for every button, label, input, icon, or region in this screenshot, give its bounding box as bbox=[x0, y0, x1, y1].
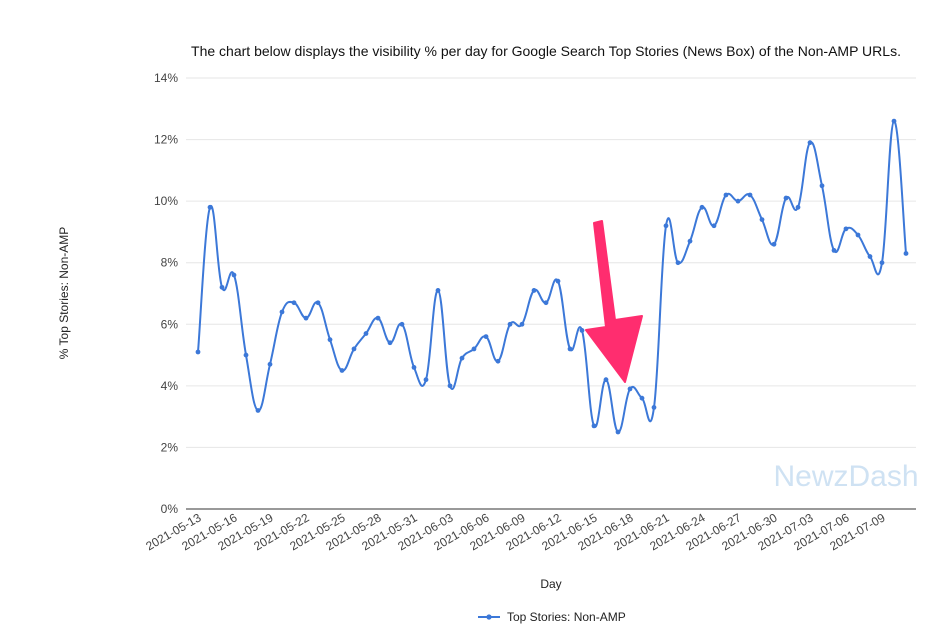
y-tick-label: 12% bbox=[154, 133, 178, 147]
data-point[interactable] bbox=[351, 346, 357, 352]
legend-marker-icon bbox=[486, 614, 492, 620]
legend-label: Top Stories: Non-AMP bbox=[507, 610, 626, 624]
data-point[interactable] bbox=[543, 300, 549, 306]
data-point[interactable] bbox=[855, 232, 861, 238]
y-axis-ticks: 0% 2% 4% 6% 8% 10% 12% 14% bbox=[154, 71, 178, 516]
data-point[interactable] bbox=[567, 346, 573, 352]
data-point[interactable] bbox=[315, 300, 321, 306]
data-point[interactable] bbox=[807, 140, 813, 146]
data-point[interactable] bbox=[795, 204, 801, 210]
data-point[interactable] bbox=[603, 377, 609, 383]
data-point[interactable] bbox=[591, 423, 597, 429]
data-point[interactable] bbox=[819, 183, 825, 189]
data-point[interactable] bbox=[687, 238, 693, 244]
y-tick-label: 4% bbox=[161, 379, 179, 393]
data-point[interactable] bbox=[759, 217, 765, 223]
data-point[interactable] bbox=[651, 405, 657, 410]
data-point[interactable] bbox=[483, 334, 489, 339]
data-point[interactable] bbox=[879, 260, 885, 266]
data-point[interactable] bbox=[363, 331, 369, 336]
data-point[interactable] bbox=[411, 364, 417, 370]
data-point[interactable] bbox=[291, 300, 297, 306]
data-point[interactable] bbox=[423, 377, 429, 383]
y-axis-title: % Top Stories: Non-AMP bbox=[57, 227, 71, 360]
y-tick-label: 0% bbox=[161, 502, 179, 516]
data-point[interactable] bbox=[231, 272, 237, 278]
data-point[interactable] bbox=[219, 284, 225, 290]
data-point[interactable] bbox=[507, 321, 513, 327]
data-point[interactable] bbox=[711, 223, 717, 229]
data-point[interactable] bbox=[771, 241, 777, 247]
legend[interactable]: Top Stories: Non-AMP bbox=[478, 610, 626, 624]
data-point[interactable] bbox=[831, 248, 837, 253]
data-point[interactable] bbox=[495, 358, 501, 364]
chart-title: The chart below displays the visibility … bbox=[191, 43, 901, 59]
pink-arrow-icon bbox=[585, 220, 643, 383]
y-tick-label: 6% bbox=[161, 317, 179, 331]
y-tick-label: 14% bbox=[154, 71, 178, 85]
data-point[interactable] bbox=[447, 383, 453, 389]
data-point[interactable] bbox=[303, 315, 309, 321]
data-point[interactable] bbox=[747, 192, 753, 198]
data-point[interactable] bbox=[339, 368, 345, 373]
data-point[interactable] bbox=[903, 251, 909, 256]
data-point[interactable] bbox=[207, 204, 213, 210]
x-axis-title: Day bbox=[540, 577, 561, 591]
data-point[interactable] bbox=[459, 355, 465, 361]
data-point[interactable] bbox=[531, 288, 537, 293]
data-point[interactable] bbox=[327, 337, 333, 343]
data-point[interactable] bbox=[615, 429, 621, 435]
data-point[interactable] bbox=[387, 340, 393, 346]
newzdash-watermark: NewzDash bbox=[773, 460, 918, 493]
data-point[interactable] bbox=[639, 395, 645, 401]
data-point[interactable] bbox=[555, 278, 561, 284]
data-point[interactable] bbox=[579, 328, 585, 333]
data-point[interactable] bbox=[891, 118, 897, 124]
data-point[interactable] bbox=[783, 195, 789, 201]
data-point[interactable] bbox=[375, 315, 381, 321]
y-tick-label: 8% bbox=[161, 256, 179, 270]
data-point[interactable] bbox=[627, 386, 633, 392]
data-point[interactable] bbox=[723, 192, 729, 198]
data-point[interactable] bbox=[675, 260, 681, 266]
x-axis-ticks: 2021-05-132021-05-162021-05-192021-05-22… bbox=[143, 510, 887, 553]
grid-lines bbox=[186, 77, 916, 510]
data-point[interactable] bbox=[195, 349, 201, 355]
data-point[interactable] bbox=[735, 198, 741, 204]
data-point[interactable] bbox=[243, 352, 249, 358]
data-point[interactable] bbox=[435, 288, 441, 293]
data-point[interactable] bbox=[279, 309, 285, 315]
data-point[interactable] bbox=[663, 223, 669, 229]
data-point[interactable] bbox=[471, 346, 477, 352]
y-tick-label: 10% bbox=[154, 194, 178, 208]
data-point[interactable] bbox=[519, 321, 525, 327]
data-point[interactable] bbox=[843, 226, 849, 232]
data-point[interactable] bbox=[255, 408, 261, 413]
y-tick-label: 2% bbox=[161, 440, 179, 454]
data-point[interactable] bbox=[867, 254, 873, 259]
data-point[interactable] bbox=[267, 361, 273, 367]
data-point[interactable] bbox=[399, 321, 405, 327]
data-point[interactable] bbox=[699, 204, 705, 210]
annotation-arrow bbox=[585, 220, 643, 383]
series-layer bbox=[195, 118, 909, 435]
